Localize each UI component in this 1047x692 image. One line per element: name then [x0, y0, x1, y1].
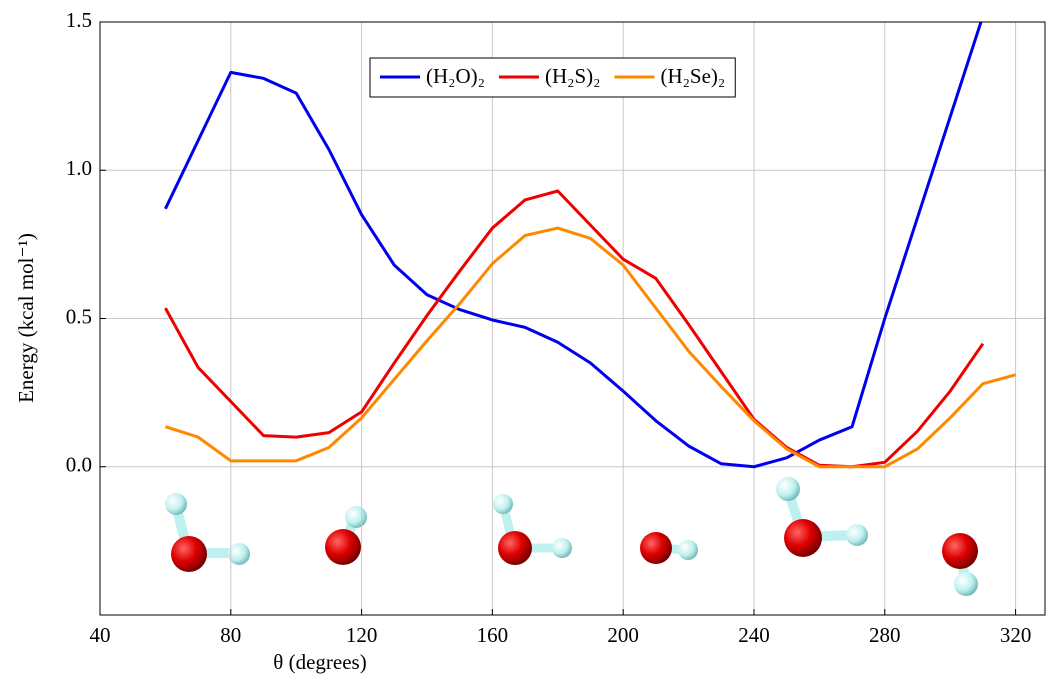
molecule-illustrations — [165, 477, 978, 596]
y-tick-label: 1.0 — [66, 156, 92, 180]
x-tick-label: 160 — [477, 623, 509, 647]
plot-frame — [99, 21, 1046, 616]
y-tick-label: 0.5 — [66, 304, 92, 328]
x-tick-label: 320 — [1000, 623, 1032, 647]
x-tick-label: 120 — [346, 623, 378, 647]
x-tick-label: 40 — [90, 623, 111, 647]
legend-box — [369, 57, 736, 98]
x-tick-label: 240 — [738, 623, 770, 647]
y-tick-label: 0.0 — [66, 453, 92, 477]
data-line — [164, 226, 1016, 469]
x-axis-label: θ (degrees) — [273, 650, 366, 674]
y-axis-label: Energy (kcal mol⁻¹) — [14, 233, 38, 403]
x-tick-label: 80 — [220, 623, 241, 647]
legend-label: (H₂Se)₂ — [660, 64, 725, 88]
y-tick-label: 1.5 — [66, 8, 92, 32]
data-line — [164, 22, 983, 469]
x-tick-label: 280 — [869, 623, 901, 647]
legend-label: (H₂S)₂ — [545, 64, 600, 88]
x-tick-label: 200 — [607, 623, 639, 647]
legend: (H₂O)₂ (H₂S)₂ (H₂Se)₂ — [369, 57, 736, 98]
legend-label: (H₂O)₂ — [426, 64, 485, 88]
